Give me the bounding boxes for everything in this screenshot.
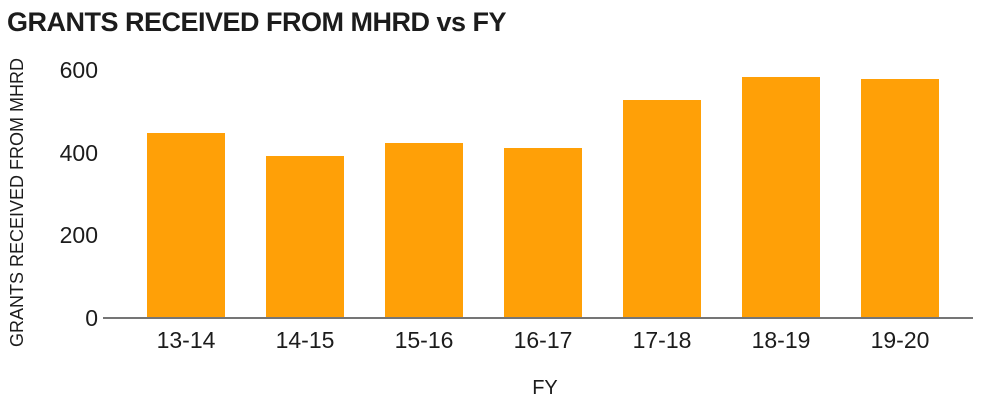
x-axis-title: FY (532, 377, 558, 399)
x-tick-label: 14-15 (275, 327, 335, 353)
x-tick-label: 13-14 (156, 327, 216, 353)
x-tick-label: 16-17 (513, 327, 573, 353)
bar-16-17 (504, 147, 582, 317)
x-tick-label: 19-20 (870, 327, 930, 353)
bar-15-16 (385, 143, 463, 317)
x-tick-label: 18-19 (751, 327, 811, 353)
y-tick-label: 400 (59, 139, 98, 166)
y-tick-label: 600 (59, 57, 98, 83)
bar-14-15 (266, 155, 344, 317)
bar-19-20 (861, 79, 939, 317)
y-tick-label: 200 (59, 222, 98, 249)
x-axis-line (103, 317, 973, 319)
x-tick-label: 17-18 (632, 327, 692, 353)
x-tick-label: 15-16 (394, 327, 454, 353)
bar-17-18 (623, 100, 701, 317)
plot-area (103, 70, 973, 319)
chart-title: GRANTS RECEIVED FROM MHRD vs FY (7, 7, 507, 37)
bar-18-19 (742, 77, 820, 317)
bar-13-14 (147, 133, 225, 317)
y-tick-label: 0 (85, 305, 98, 331)
